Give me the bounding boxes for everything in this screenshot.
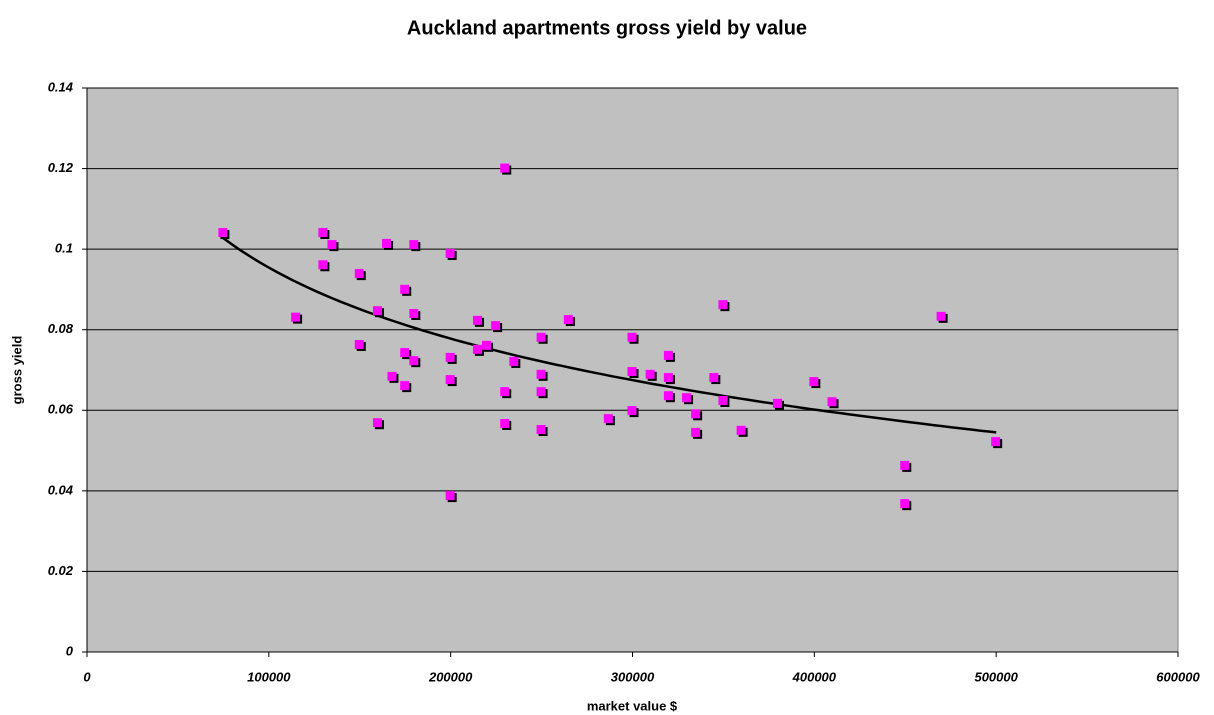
point (400, 381, 410, 391)
y-tick-label: 0.08 (48, 321, 74, 336)
point (900, 499, 910, 509)
y-tick-label: 0.02 (48, 563, 74, 578)
point (409, 240, 419, 250)
point (472, 315, 482, 325)
point (827, 397, 837, 407)
point (663, 373, 673, 383)
point (563, 315, 573, 325)
point (500, 387, 510, 397)
point (400, 348, 410, 358)
y-tick-label: 0.06 (48, 402, 74, 417)
x-tick-label: 600000 (1156, 669, 1200, 684)
point (709, 373, 719, 383)
point (327, 240, 337, 250)
point (291, 312, 301, 322)
point (682, 393, 692, 403)
point (500, 418, 510, 428)
point (536, 332, 546, 342)
point (372, 306, 382, 316)
point (718, 300, 728, 310)
point (691, 409, 701, 419)
point (445, 491, 455, 501)
point (354, 340, 364, 350)
point (627, 332, 637, 342)
y-tick-label: 0.1 (55, 241, 73, 256)
point (691, 427, 701, 437)
point (445, 375, 455, 385)
point (627, 406, 637, 416)
point (603, 414, 613, 424)
point (500, 163, 510, 173)
point (663, 350, 673, 360)
y-tick-label: 0.12 (48, 160, 74, 175)
point (382, 238, 392, 248)
point (509, 356, 519, 366)
point (627, 367, 637, 377)
point (318, 228, 328, 238)
point (536, 425, 546, 435)
point (400, 284, 410, 294)
point (536, 387, 546, 397)
point (491, 321, 501, 331)
y-tick-label: 0 (66, 643, 74, 658)
chart-title: Auckland apartments gross yield by value (407, 17, 807, 39)
point (318, 260, 328, 270)
x-tick-label: 300000 (611, 669, 655, 684)
point (809, 377, 819, 387)
y-axis-label: gross yield (9, 336, 24, 405)
point (409, 309, 419, 319)
point (472, 344, 482, 354)
x-tick-label: 0 (83, 669, 91, 684)
point (663, 391, 673, 401)
point (900, 460, 910, 470)
x-tick-label: 100000 (247, 669, 291, 684)
point (772, 398, 782, 408)
x-axis-label: market value $ (587, 698, 678, 713)
point (991, 437, 1001, 447)
point (218, 228, 228, 238)
point (482, 340, 492, 350)
y-tick-label: 0.14 (48, 79, 74, 94)
x-tick-label: 500000 (974, 669, 1018, 684)
point (645, 369, 655, 379)
point (372, 418, 382, 428)
point (445, 248, 455, 258)
trendline (222, 237, 997, 434)
point (736, 425, 746, 435)
point (936, 311, 946, 321)
point (354, 269, 364, 279)
point (718, 396, 728, 406)
point (387, 371, 397, 381)
point (409, 356, 419, 366)
x-tick-label: 400000 (792, 669, 837, 684)
x-tick-label: 200000 (428, 669, 473, 684)
y-tick-label: 0.04 (48, 482, 74, 497)
point (536, 369, 546, 379)
point (445, 352, 455, 362)
